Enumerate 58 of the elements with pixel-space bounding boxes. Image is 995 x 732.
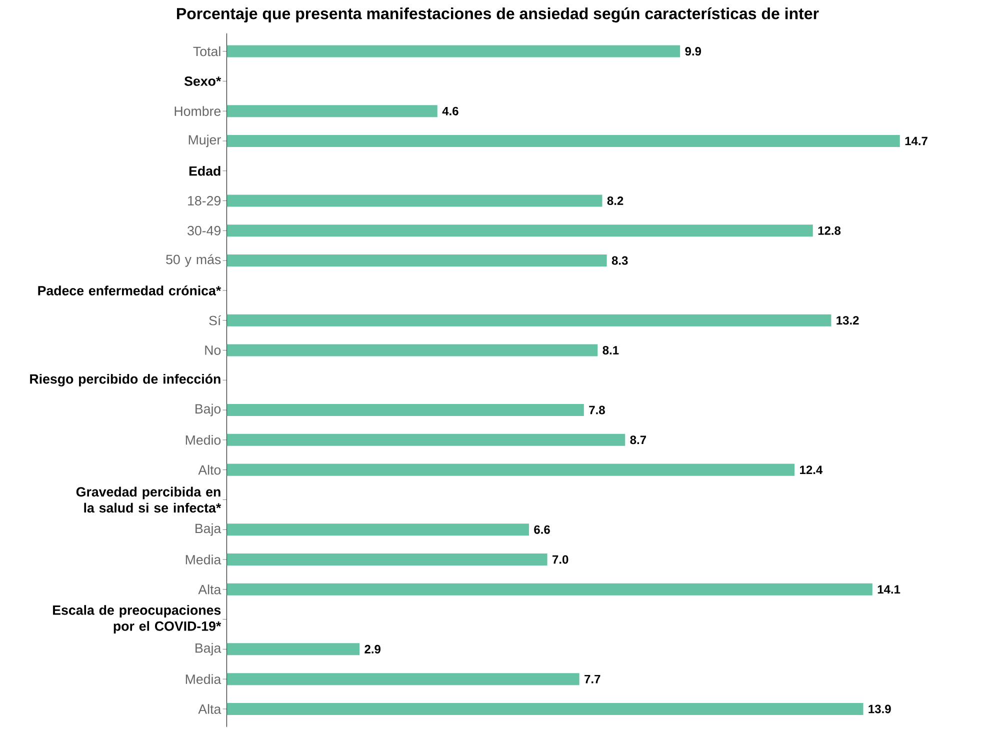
y-tick-label: Bajo	[196, 404, 221, 416]
bar	[226, 224, 813, 237]
y-tick-label: Gravedad percibida en la salud si se infecta*	[76, 486, 222, 512]
bar	[226, 104, 438, 117]
y-tick-label: No	[205, 345, 221, 355]
bar	[226, 194, 602, 207]
data-label: 14.1	[878, 585, 900, 594]
bar	[226, 702, 864, 715]
y-tick-label: Mujer	[188, 134, 221, 148]
data-label: 6.6	[534, 525, 550, 534]
bar	[226, 643, 360, 656]
data-label: 7.7	[584, 674, 600, 684]
data-label: 8.1	[602, 346, 619, 354]
bar	[226, 344, 598, 356]
bar	[226, 672, 580, 685]
chart-title: Porcentaje que presenta manifestaciones de ansiedad según características de inter	[177, 7, 819, 22]
y-tick-label: Edad	[189, 166, 220, 176]
bar	[226, 464, 795, 476]
y-tick-label: Alta	[198, 704, 222, 714]
y-tick-label: Hombre	[174, 106, 221, 116]
bar	[226, 434, 626, 446]
y-tick-label: Baja	[196, 523, 222, 536]
data-label: 13.2	[836, 316, 859, 324]
y-tick-label: Media	[186, 674, 222, 684]
data-label: 12.8	[818, 226, 841, 235]
y-tick-label: 30-49	[188, 226, 221, 236]
data-label: 2.9	[364, 644, 380, 654]
y-tick-label: Total	[193, 46, 220, 56]
y-tick-label: Baja	[196, 642, 222, 656]
y-tick-label: Sí	[209, 315, 222, 326]
y-tick-label: 50 y más	[166, 254, 221, 267]
data-label: 4.6	[442, 106, 458, 116]
bar	[226, 553, 548, 566]
data-label: 7.8	[589, 406, 605, 414]
bar	[226, 583, 872, 596]
data-label: 8.7	[630, 436, 646, 444]
data-label: 9.9	[685, 46, 702, 56]
bar	[226, 254, 607, 266]
data-label: 8.2	[607, 196, 624, 205]
bar	[226, 314, 832, 326]
data-label: 12.4	[800, 466, 823, 474]
y-tick-label: 18-29	[188, 196, 221, 206]
y-tick-label: Alto	[198, 464, 221, 475]
y-tick-label: Escala de preocupaciones por el COVID-19*	[53, 604, 222, 634]
bar	[226, 134, 900, 147]
y-tick-label: Padece enfermedad crónica*	[38, 285, 222, 296]
y-tick-label: Medio	[186, 434, 221, 445]
bar	[226, 45, 680, 58]
y-tick-label: Sexo*	[184, 76, 222, 86]
bar	[226, 404, 584, 416]
data-label: 7.0	[552, 555, 568, 564]
y-tick-label: Media	[186, 554, 222, 564]
bar	[226, 523, 529, 536]
data-label: 8.3	[612, 256, 628, 265]
y-tick-label: Riesgo percibido de infección	[30, 374, 220, 386]
data-label: 14.7	[905, 136, 928, 145]
y-tick-label: Alta	[198, 584, 222, 594]
data-label: 13.9	[868, 704, 891, 714]
